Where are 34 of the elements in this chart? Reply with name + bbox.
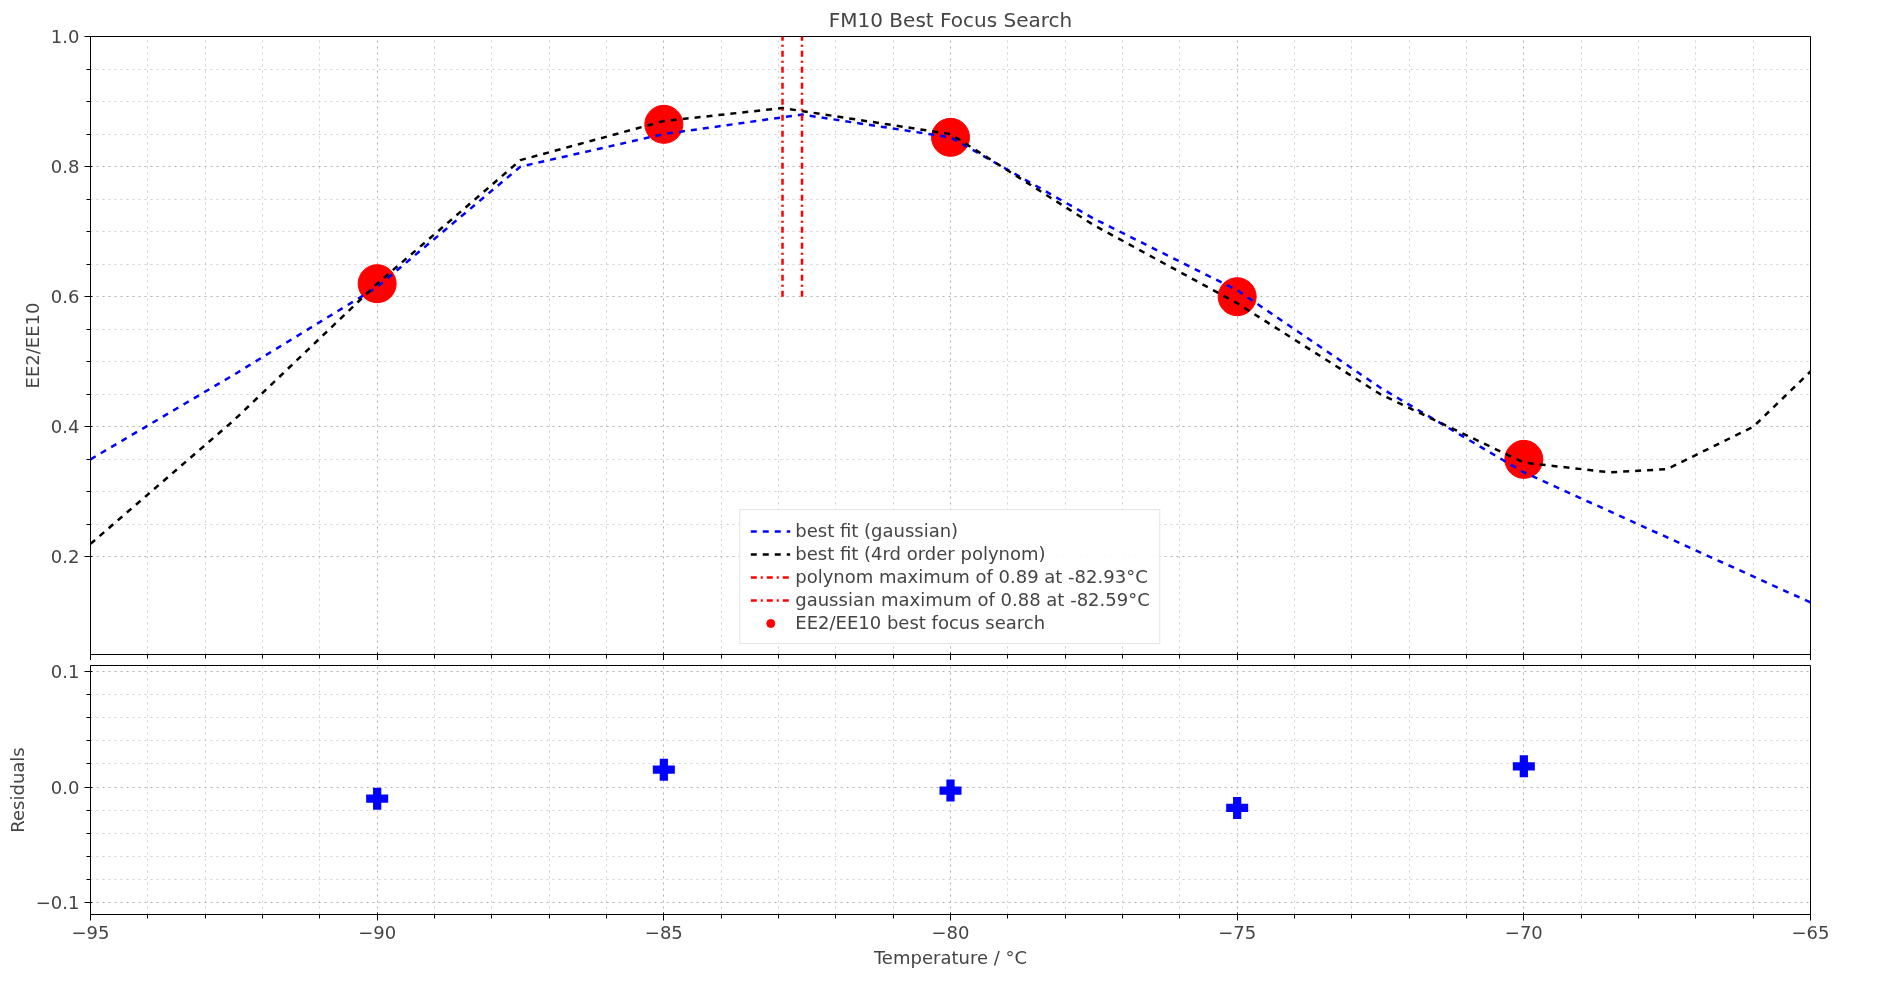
x-tick-label: −65 [1791,921,1830,943]
point [1504,439,1544,479]
point [1217,277,1257,317]
legend-label: polynom maximum of 0.89 at -82.93°C [795,566,1148,587]
x-tick-label: −70 [1504,921,1543,943]
point [652,758,675,781]
y-tick-label: 0.2 [50,546,80,568]
x-tick-label: −85 [644,921,683,943]
y-tick-label: −0.1 [35,892,80,914]
point [939,779,962,802]
y-axis-title: EE2/EE10 [21,302,43,389]
legend-label: best fit (4rd order polynom) [795,543,1046,564]
point [931,117,970,157]
y-tick-label: 0.6 [50,286,80,308]
point [366,787,389,810]
x-tick-label: −90 [358,921,397,943]
x-tick-label: −75 [1218,921,1257,943]
y-tick-label: 0.8 [50,156,80,178]
legend-label: EE2/EE10 best focus search [795,612,1046,633]
legend-label: best fit (gaussian) [795,520,959,541]
x-tick-label: −80 [931,921,970,943]
legend-label: gaussian maximum of 0.88 at -82.59°C [795,589,1150,610]
y-tick-label: 0.1 [50,660,80,682]
point [1512,755,1535,778]
point [644,104,684,144]
y-tick-label: 0.4 [50,416,80,438]
x-tick-label: −95 [71,921,110,943]
y-tick-label: 0.0 [50,776,80,798]
point [357,264,397,304]
x-axis-title: Temperature / °C [872,946,1028,968]
y-tick-label: 1.0 [50,26,80,47]
chart-title: FM10 Best Focus Search [828,7,1073,32]
y-axis-title: Residuals [6,747,28,833]
point [1226,796,1249,819]
